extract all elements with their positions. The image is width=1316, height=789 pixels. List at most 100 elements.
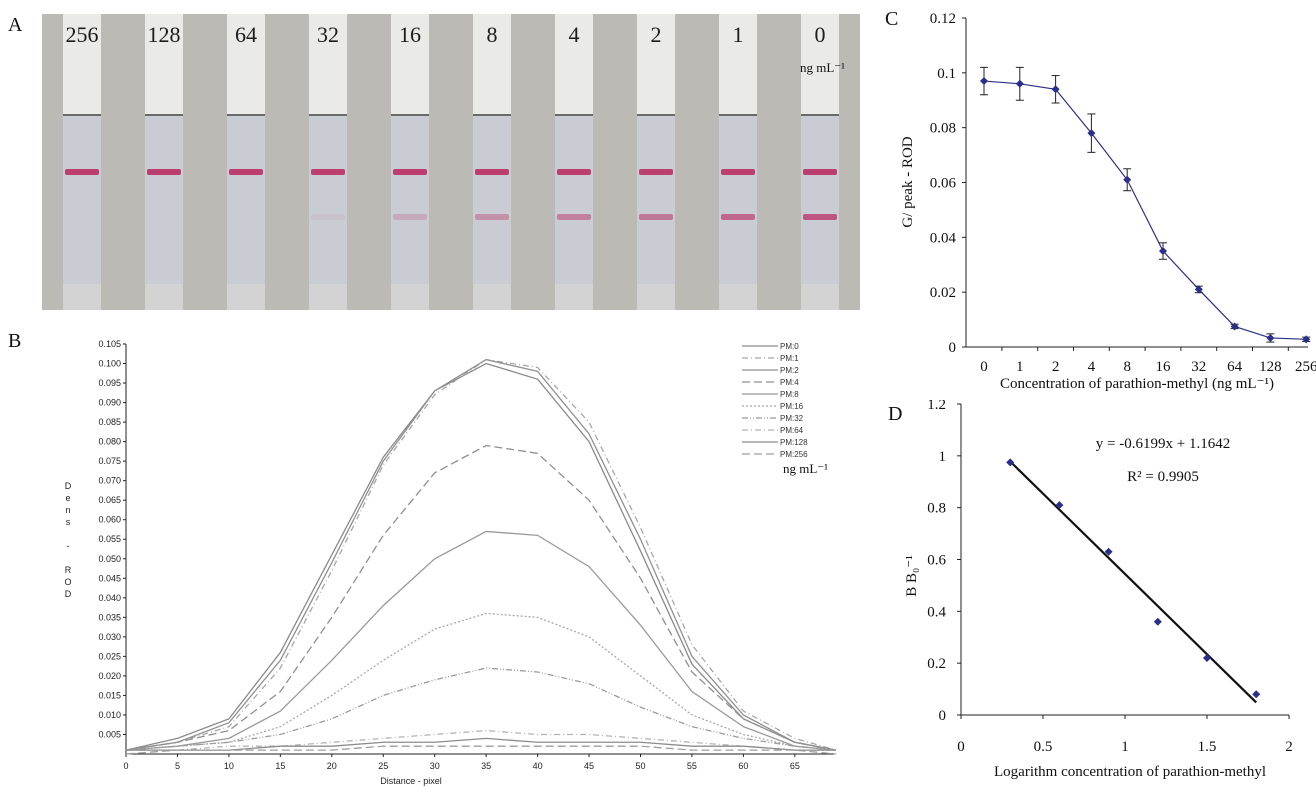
strip-foot — [391, 284, 429, 310]
data-point — [980, 77, 988, 86]
strip-concentration-label: 32 — [317, 22, 339, 47]
strip-concentration-label: 4 — [568, 22, 580, 47]
series-line — [125, 362, 837, 751]
y-tick-label: 0.105 — [98, 339, 121, 349]
strip-pad-edge — [63, 114, 101, 116]
strip-pad-edge — [637, 114, 675, 116]
panel-label-d: D — [888, 403, 903, 425]
x-tick-label: 1.5 — [1198, 739, 1217, 755]
test-strip — [227, 14, 265, 310]
y-tick-label: 0.4 — [927, 604, 946, 620]
strip-test-line — [803, 214, 837, 220]
strip-photo — [42, 14, 860, 310]
y-tick-label: 0.6 — [927, 553, 946, 569]
x-tick-label: 25 — [378, 761, 388, 771]
test-strip — [801, 14, 839, 310]
strip-control-line — [803, 169, 837, 175]
x-tick-label: 30 — [430, 761, 440, 771]
series-line — [125, 530, 837, 751]
strip-foot — [719, 284, 757, 310]
series-line — [125, 667, 837, 751]
y-tick-label: 0.065 — [98, 495, 121, 505]
strip-sample-pad — [145, 14, 183, 114]
y-tick-label: 0.12 — [930, 11, 956, 27]
chart-c-inhibition-curve: 0 0.02 0.04 0.06 0.08 0.1 0.12 0 1 2 4 8 16 32 64 128 25… — [900, 11, 1316, 392]
y-tick-label: 0.020 — [98, 671, 121, 681]
x-tick-label: 0 — [957, 739, 965, 755]
y-tick-label: 0.030 — [98, 632, 121, 642]
y-tick-label: 0 — [939, 708, 947, 724]
series-line — [125, 358, 837, 751]
y-tick-label: 0.2 — [927, 656, 946, 672]
legend-entry: PM:4 — [780, 378, 799, 387]
y-tick-label: 0.100 — [98, 359, 121, 369]
strip-pad-edge — [473, 114, 511, 116]
strip-test-line — [639, 214, 673, 220]
strip-foot — [473, 284, 511, 310]
x-tick-label: 5 — [175, 761, 180, 771]
y-tick-label: 0.005 — [98, 729, 121, 739]
r-squared: R² = 0.9905 — [1127, 469, 1199, 485]
data-point — [1252, 690, 1261, 699]
x-tick-label: 2 — [1285, 739, 1293, 755]
y-tick-label: 0.02 — [930, 285, 956, 301]
x-tick-label: 60 — [738, 761, 748, 771]
x-tick-label: 35 — [481, 761, 491, 771]
strip-control-line — [475, 169, 509, 175]
panel-label-b: B — [8, 330, 22, 352]
y-tick-label: 0.035 — [98, 612, 121, 622]
test-strip — [555, 14, 593, 310]
test-strip — [145, 14, 183, 310]
x-tick-label: 10 — [224, 761, 234, 771]
test-strip — [719, 14, 757, 310]
y-tick-label: 0.075 — [98, 456, 121, 466]
y-tick-label: 0.055 — [98, 534, 121, 544]
strip-sample-pad — [63, 14, 101, 114]
data-point — [1015, 79, 1024, 88]
y-tick-label: 0.080 — [98, 437, 121, 447]
y-tick-label: 0.045 — [98, 573, 121, 583]
data-point — [1104, 547, 1113, 556]
data-point — [1153, 617, 1162, 626]
legend-unit: ng mL⁻¹ — [783, 461, 828, 476]
data-point — [1194, 285, 1203, 294]
strip-concentration-label: 2 — [650, 22, 662, 47]
y-tick-label: 0.090 — [98, 398, 121, 408]
y-axis-label: B B₀⁻¹ — [904, 555, 920, 596]
strip-test-line — [557, 214, 591, 220]
series-line — [126, 729, 836, 751]
x-axis-label: Logarithm concentration of parathion-met… — [994, 764, 1266, 780]
x-tick-label: 0 — [980, 359, 988, 375]
strip-test-line — [721, 214, 755, 220]
strip-foot — [637, 284, 675, 310]
strip-concentration-label: 128 — [147, 22, 181, 47]
x-tick-label: 1 — [1016, 359, 1024, 375]
data-point — [1266, 333, 1275, 342]
y-tick-label: 0.060 — [98, 515, 121, 525]
strip-foot — [63, 284, 101, 310]
x-tick-label: 20 — [327, 761, 337, 771]
series-line — [126, 737, 836, 751]
x-tick-label: 128 — [1259, 359, 1282, 375]
y-tick-label: 0 — [949, 340, 957, 356]
data-point — [1006, 458, 1015, 467]
strip-sample-pad — [555, 14, 593, 114]
strip-foot — [555, 284, 593, 310]
x-tick-label: 4 — [1088, 359, 1096, 375]
legend-entry: PM:2 — [780, 366, 799, 375]
y-axis-label: G/ peak - ROD — [900, 136, 916, 227]
y-tick-label: 0.8 — [927, 501, 946, 517]
data-point — [1159, 247, 1167, 256]
x-tick-label: 65 — [790, 761, 800, 771]
strip-sample-pad — [637, 14, 675, 114]
regression-equation: y = -0.6199x + 1.1642 — [1096, 436, 1230, 452]
series-line — [125, 358, 837, 751]
strip-pad-edge — [227, 114, 265, 116]
y-tick-label: 1.2 — [927, 400, 946, 413]
y-tick-label: 0.06 — [930, 176, 957, 192]
y-tick-label: 0.04 — [930, 230, 957, 246]
legend-entry: PM:8 — [780, 390, 799, 399]
x-tick-label: 256 — [1295, 359, 1316, 375]
strip-foot — [801, 284, 839, 310]
strip-test-line — [475, 214, 509, 220]
